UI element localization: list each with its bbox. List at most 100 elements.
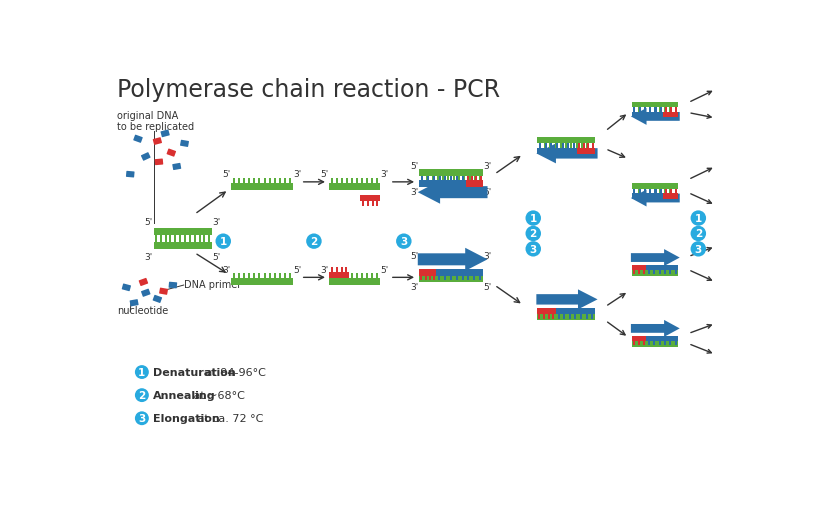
Bar xyxy=(553,315,554,319)
Polygon shape xyxy=(536,290,597,310)
Bar xyxy=(475,176,478,181)
Bar xyxy=(431,176,434,181)
Bar xyxy=(632,184,678,190)
Bar xyxy=(376,179,379,184)
Bar xyxy=(648,271,650,275)
Bar xyxy=(184,236,186,241)
Bar xyxy=(634,108,635,112)
Bar xyxy=(644,190,646,194)
Bar xyxy=(199,236,200,241)
Bar xyxy=(439,176,441,181)
Bar xyxy=(184,237,186,242)
Bar xyxy=(179,237,182,242)
Bar xyxy=(479,176,481,181)
Bar xyxy=(361,179,363,184)
Bar xyxy=(208,236,210,241)
Bar xyxy=(155,237,157,242)
Bar xyxy=(654,108,657,112)
Bar xyxy=(253,274,255,279)
Bar xyxy=(537,149,577,155)
Bar xyxy=(274,274,276,279)
Text: at ca. 72 °C: at ca. 72 °C xyxy=(194,413,263,423)
Bar xyxy=(450,276,452,281)
Bar xyxy=(329,184,380,190)
Bar xyxy=(331,274,333,279)
Text: 3': 3' xyxy=(222,265,230,274)
Bar xyxy=(539,144,541,149)
Bar xyxy=(634,267,635,271)
Text: Annealing: Annealing xyxy=(153,390,215,401)
Bar xyxy=(450,176,452,181)
Bar xyxy=(654,267,656,271)
Bar xyxy=(479,271,481,276)
Bar xyxy=(580,315,582,319)
Bar xyxy=(231,279,293,286)
Circle shape xyxy=(135,411,148,426)
Bar xyxy=(669,342,672,346)
Bar xyxy=(648,267,651,271)
FancyBboxPatch shape xyxy=(172,163,182,171)
Bar xyxy=(160,236,162,241)
Bar xyxy=(554,144,557,149)
Bar xyxy=(174,236,177,241)
Bar xyxy=(647,336,678,342)
Text: 3: 3 xyxy=(530,244,537,254)
Text: 5': 5' xyxy=(410,252,418,261)
Bar xyxy=(208,237,210,242)
Bar xyxy=(427,176,428,181)
Bar xyxy=(556,308,596,315)
FancyBboxPatch shape xyxy=(159,288,168,295)
Bar xyxy=(366,179,368,184)
Bar xyxy=(447,176,450,181)
Bar xyxy=(632,265,647,271)
Bar xyxy=(675,271,676,275)
FancyBboxPatch shape xyxy=(134,135,143,144)
Bar xyxy=(670,190,672,194)
Text: 5': 5' xyxy=(380,265,389,274)
Text: 3': 3' xyxy=(320,265,328,274)
Bar xyxy=(648,190,651,194)
Bar xyxy=(453,271,455,276)
Text: at 94-96°C: at 94-96°C xyxy=(202,367,266,377)
Bar xyxy=(453,176,455,181)
Bar xyxy=(238,274,240,279)
Bar xyxy=(258,179,261,184)
Bar xyxy=(632,112,663,118)
Bar xyxy=(464,271,465,276)
Bar xyxy=(179,236,182,241)
FancyBboxPatch shape xyxy=(167,149,176,157)
Bar xyxy=(479,276,481,281)
Bar xyxy=(577,149,596,155)
Text: 3: 3 xyxy=(139,413,145,423)
Bar xyxy=(469,176,470,181)
Circle shape xyxy=(691,211,706,227)
Bar xyxy=(669,108,672,112)
Bar xyxy=(376,274,379,279)
Bar xyxy=(269,179,271,184)
Bar xyxy=(556,144,558,149)
Bar xyxy=(243,179,245,184)
Bar xyxy=(474,271,476,276)
Bar xyxy=(669,337,672,342)
Bar xyxy=(644,108,646,112)
Bar xyxy=(433,176,435,181)
Text: 3': 3' xyxy=(410,282,418,292)
Text: 5': 5' xyxy=(294,265,302,274)
Bar xyxy=(203,237,205,242)
Bar xyxy=(425,276,427,281)
Text: 1: 1 xyxy=(139,367,145,377)
FancyBboxPatch shape xyxy=(141,289,150,297)
Bar xyxy=(253,179,255,184)
Bar xyxy=(169,236,172,241)
Bar xyxy=(376,202,379,207)
Bar xyxy=(421,271,423,276)
Bar xyxy=(568,315,571,319)
FancyBboxPatch shape xyxy=(130,300,139,307)
Bar xyxy=(274,179,276,184)
Bar xyxy=(639,190,640,194)
FancyBboxPatch shape xyxy=(154,159,163,166)
Bar xyxy=(189,237,191,242)
Text: DNA primer: DNA primer xyxy=(185,280,242,290)
Bar xyxy=(442,271,444,276)
Bar xyxy=(356,274,358,279)
